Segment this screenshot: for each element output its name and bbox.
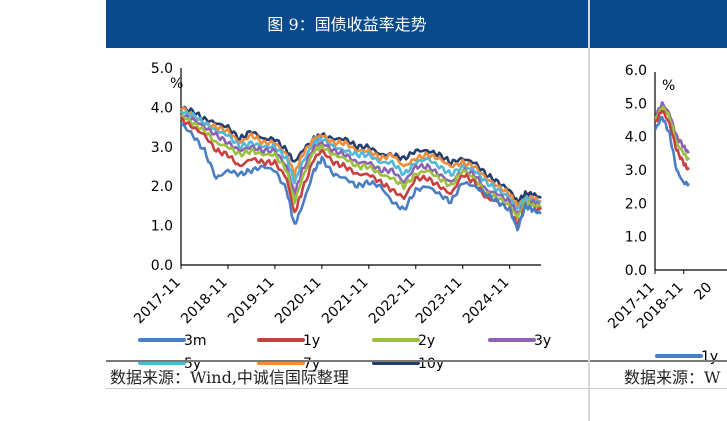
left-y-unit: % — [170, 76, 183, 92]
right-source-rule — [590, 360, 727, 362]
panel-divider — [588, 0, 590, 421]
series-line-1y — [655, 115, 690, 187]
y-tick-label: 3.0 — [151, 140, 173, 156]
series-line-unnamed-2 — [655, 105, 690, 161]
left-chart-title: 图 9：国债收益率走势 — [267, 15, 427, 34]
y-tick-label: 2.0 — [625, 196, 647, 212]
y-tick-label: 4.0 — [151, 100, 173, 116]
y-tick-label: 6.0 — [625, 63, 647, 79]
series-line-unnamed-1 — [655, 109, 690, 171]
left-source-text: 数据来源：Wind,中诚信国际整理 — [110, 368, 349, 387]
legend-label-2y: 2y — [418, 333, 435, 349]
legend-label-3y: 3y — [534, 333, 551, 349]
legend-label-3m: 3m — [184, 333, 207, 349]
y-tick-label: 0.0 — [625, 263, 647, 279]
series-line-3m — [180, 122, 542, 232]
legend-label-1y: 1y — [303, 333, 320, 349]
right-y-unit: % — [662, 78, 675, 94]
left-chart-header: 图 9：国债收益率走势 — [106, 0, 588, 48]
left-source-rule — [106, 360, 588, 362]
y-tick-label: 1.0 — [151, 219, 173, 235]
y-tick-label: 0.0 — [151, 258, 173, 274]
right-chart-header — [590, 0, 727, 48]
y-tick-label: 4.0 — [625, 130, 647, 146]
y-tick-label: 5.0 — [625, 96, 647, 112]
series-line-7y — [180, 106, 542, 208]
series-line-3y — [179, 113, 543, 215]
right-source-text: 数据来源：W — [624, 368, 721, 387]
bottom-rule — [106, 388, 727, 389]
y-tick-label: 5.0 — [151, 61, 173, 77]
x-tick-label: 20 — [692, 280, 716, 304]
legend-label-1y: 1y — [701, 349, 718, 365]
y-tick-label: 1.0 — [625, 230, 647, 246]
series-line-5y — [180, 110, 542, 211]
y-tick-label: 2.0 — [151, 179, 173, 195]
y-tick-label: 3.0 — [625, 163, 647, 179]
